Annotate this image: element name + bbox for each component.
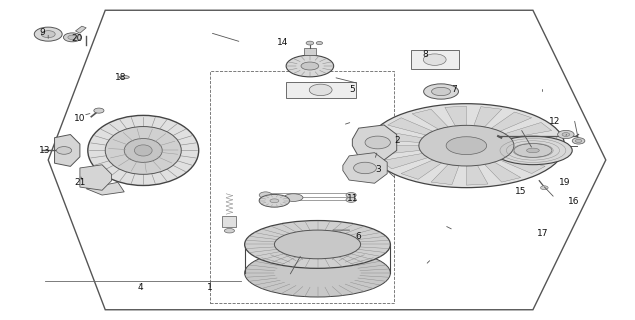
Ellipse shape [432,87,451,96]
Circle shape [540,186,548,190]
Circle shape [572,138,585,144]
Text: 15: 15 [514,188,526,196]
Circle shape [94,108,104,113]
Ellipse shape [286,55,333,77]
Text: 18: 18 [116,73,127,82]
Ellipse shape [244,220,391,268]
Circle shape [34,27,62,41]
Circle shape [57,147,72,154]
Circle shape [575,139,582,142]
Polygon shape [80,165,112,190]
Circle shape [68,35,77,40]
Circle shape [346,197,356,202]
Polygon shape [485,162,521,182]
Polygon shape [388,118,433,135]
Text: 3: 3 [375,165,380,174]
Text: 10: 10 [74,114,86,123]
Text: 19: 19 [559,178,570,187]
Circle shape [316,42,323,45]
Polygon shape [374,146,420,155]
Ellipse shape [88,116,199,186]
Text: 5: 5 [349,85,355,94]
Circle shape [64,33,81,42]
Polygon shape [505,123,552,138]
Polygon shape [352,125,397,160]
Ellipse shape [284,194,303,201]
Text: 12: 12 [549,117,561,126]
Polygon shape [55,134,80,166]
Text: 14: 14 [277,38,288,47]
Ellipse shape [526,148,539,153]
Text: 4: 4 [137,283,143,292]
Ellipse shape [424,84,458,99]
Ellipse shape [124,139,163,162]
Text: 6: 6 [356,232,361,241]
Polygon shape [86,182,124,195]
Polygon shape [304,49,316,55]
Polygon shape [431,164,459,185]
Polygon shape [401,160,441,179]
Text: 8: 8 [422,50,428,59]
Text: 7: 7 [451,85,457,94]
Circle shape [306,41,314,45]
Polygon shape [474,107,502,127]
Bar [210,71,394,303]
Ellipse shape [244,249,391,297]
Circle shape [424,54,446,65]
Text: 16: 16 [568,197,580,206]
Bar [286,82,356,98]
Polygon shape [500,156,545,173]
Ellipse shape [446,137,486,155]
Ellipse shape [419,125,514,166]
Circle shape [354,162,377,174]
Polygon shape [511,149,558,161]
Text: 11: 11 [347,194,358,203]
Circle shape [346,193,356,197]
Polygon shape [412,109,448,129]
Circle shape [309,84,332,96]
Circle shape [562,132,570,136]
Polygon shape [381,153,428,169]
Ellipse shape [368,104,565,188]
Ellipse shape [224,228,234,233]
Polygon shape [445,106,466,126]
Text: 20: 20 [71,35,83,44]
Polygon shape [491,112,531,131]
Circle shape [259,192,272,198]
Polygon shape [375,131,422,142]
Ellipse shape [259,195,290,207]
Ellipse shape [274,230,361,259]
Polygon shape [76,26,86,33]
Ellipse shape [135,145,152,156]
Ellipse shape [270,199,279,203]
Circle shape [365,136,391,149]
Text: 1: 1 [207,283,213,292]
Bar [222,216,236,227]
Ellipse shape [105,126,181,174]
Ellipse shape [493,136,572,165]
Polygon shape [512,136,559,146]
Text: 9: 9 [39,28,44,37]
Text: 13: 13 [39,146,51,155]
Circle shape [558,130,574,139]
Bar [411,50,459,69]
Text: 17: 17 [537,229,548,238]
Circle shape [41,31,55,38]
Text: 21: 21 [74,178,86,187]
Circle shape [259,197,272,203]
Text: 2: 2 [394,136,399,145]
Ellipse shape [119,76,130,79]
Ellipse shape [301,62,319,70]
Ellipse shape [514,144,552,157]
Polygon shape [466,165,488,185]
Polygon shape [343,153,387,183]
